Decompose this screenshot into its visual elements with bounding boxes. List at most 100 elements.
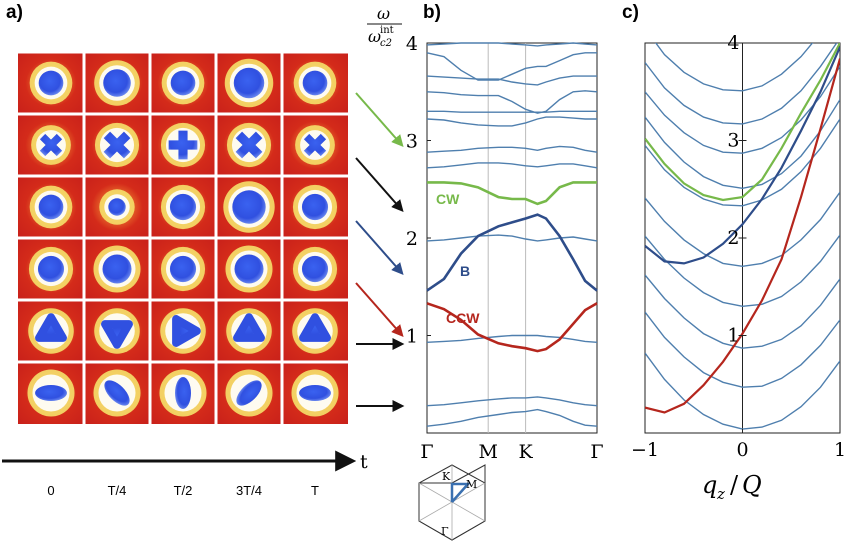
snapshot-core: [299, 385, 331, 401]
brillouin-zone-inset: K M Γ: [418, 464, 486, 541]
y-tick-label: 4: [406, 33, 418, 55]
band-line: [645, 99, 840, 190]
x-tick-label: K: [518, 441, 533, 463]
snapshot-cell: [150, 114, 216, 176]
snapshot-cell: [150, 362, 216, 424]
band-line: [645, 191, 840, 268]
snapshot-cell: [216, 238, 282, 300]
ylabel-omega-denominator: ω: [368, 27, 381, 46]
band-line: [645, 43, 838, 125]
y-tick-label: 1: [406, 326, 418, 348]
band-line: [426, 145, 598, 153]
x-tick-label: 1: [834, 439, 846, 461]
snapshot-cell: [216, 52, 282, 114]
snapshot-cell: [84, 176, 150, 238]
snapshot-core: [108, 198, 126, 216]
time-tick-label: T/2: [174, 483, 193, 498]
y-tick-label: 2: [727, 227, 739, 249]
snapshot-core: [172, 315, 201, 347]
panel-c-highlighted-bands: [645, 43, 840, 414]
snapshot-core: [168, 130, 198, 160]
snapshot-core: [169, 255, 197, 283]
band-line: [645, 274, 840, 349]
snapshot-core: [38, 70, 64, 96]
snapshot-core: [104, 380, 130, 406]
snapshot-cell: [216, 362, 282, 424]
snapshot-cell: [150, 52, 216, 114]
y-tick-label: 3: [406, 131, 418, 153]
snapshot-cell: [282, 238, 348, 300]
x-tick-label: Γ: [420, 441, 433, 463]
snapshot-grid: [18, 50, 348, 424]
panel-c-bands: [645, 43, 840, 430]
band-b: [645, 46, 840, 265]
snapshot-core: [301, 193, 329, 221]
mode-arrow: [355, 282, 404, 338]
band-line: [426, 334, 598, 343]
band-line: [426, 116, 597, 127]
panel-b-symmetry-lines: [487, 43, 527, 433]
snapshot-cell: [150, 238, 216, 300]
panel-b-highlighted-bands: [426, 181, 598, 353]
y-tick-label: 4: [727, 32, 739, 54]
band-line: [426, 396, 598, 407]
time-axis-ticks: 0 T/4 T/2 3T/4 T: [47, 483, 319, 498]
time-tick-label: 3T/4: [236, 483, 262, 498]
band-cw: [645, 43, 840, 202]
snapshot-core: [101, 320, 133, 349]
band-line: [426, 162, 598, 169]
inset-label-gamma: Γ: [441, 525, 449, 538]
ylabel-subscript: c2: [380, 38, 392, 49]
panel-b-ylabel: ω ω int c2: [367, 4, 402, 49]
snapshot-cell: [216, 300, 282, 362]
mode-arrow: [355, 220, 404, 276]
snapshot-cell: [282, 176, 348, 238]
snapshot-cell: [282, 300, 348, 362]
panel-b-label: b): [423, 2, 441, 23]
snapshot-cell: [84, 362, 150, 424]
time-tick-label: T: [311, 483, 319, 498]
panel-b-band-labels: CW B CCW: [436, 191, 480, 326]
y-tick-label: 1: [727, 325, 739, 347]
band-line: [426, 52, 597, 81]
inset-path: [450, 482, 471, 503]
snapshot-core: [175, 377, 191, 409]
panel-a-label: a): [6, 2, 23, 23]
snapshot-core: [170, 70, 196, 96]
snapshot-cell: [18, 238, 84, 300]
snapshot-core: [102, 254, 132, 284]
snapshot-core: [302, 70, 328, 96]
x-tick-label: M: [478, 441, 497, 463]
snapshot-core: [35, 313, 67, 342]
snapshot-core: [103, 69, 131, 97]
snapshot-core: [234, 254, 264, 284]
snapshot-core: [38, 194, 64, 220]
band-line: [645, 66, 840, 154]
snapshot-cell: [282, 52, 348, 114]
snapshot-cell: [282, 114, 348, 176]
panel-c-y-ticks: 1 2 3 4: [727, 32, 747, 347]
inset-label-k: K: [442, 470, 451, 483]
band-cw: [427, 181, 597, 206]
band-label-b: B: [460, 263, 470, 279]
snapshot-cell: [18, 362, 84, 424]
x-tick-label: −1: [631, 439, 659, 461]
snapshot-core: [169, 193, 197, 221]
band-line: [654, 43, 814, 92]
snapshot-core: [301, 255, 329, 283]
snapshot-cell: [282, 362, 348, 424]
time-axis-label: t: [360, 451, 368, 473]
band-line: [645, 234, 840, 308]
mode-arrows: [355, 92, 405, 412]
snapshot-cell: [216, 114, 282, 176]
snapshot-cell: [150, 300, 216, 362]
band-ccw: [645, 58, 840, 414]
xlabel-slash: /: [730, 471, 739, 499]
xlabel-subscript: z: [716, 485, 725, 503]
snapshot-core: [299, 313, 331, 342]
snapshot-cell: [150, 176, 216, 238]
x-tick-label: 0: [736, 439, 748, 461]
inset-label-m: M: [466, 478, 477, 491]
